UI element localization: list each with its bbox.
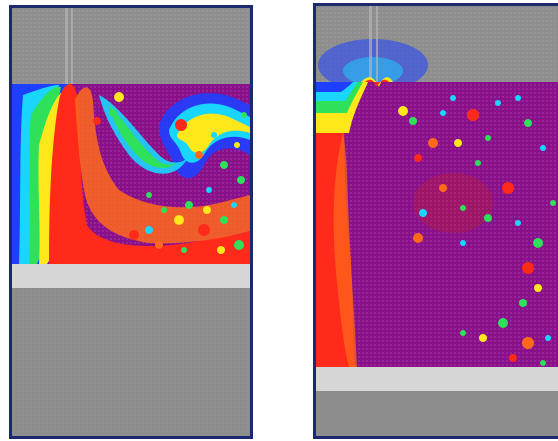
particles-right	[398, 95, 556, 366]
simulation-panel-right	[313, 3, 558, 439]
light-bar	[316, 367, 558, 391]
particles-left	[93, 92, 247, 254]
red-plume	[49, 84, 250, 264]
bottom-gray-region	[316, 391, 558, 436]
simulation-image-left	[9, 5, 253, 439]
light-bar	[12, 264, 250, 288]
simulation-image-right	[313, 3, 558, 439]
simulation-panel-left	[9, 5, 253, 439]
top-gray-region	[12, 8, 250, 84]
